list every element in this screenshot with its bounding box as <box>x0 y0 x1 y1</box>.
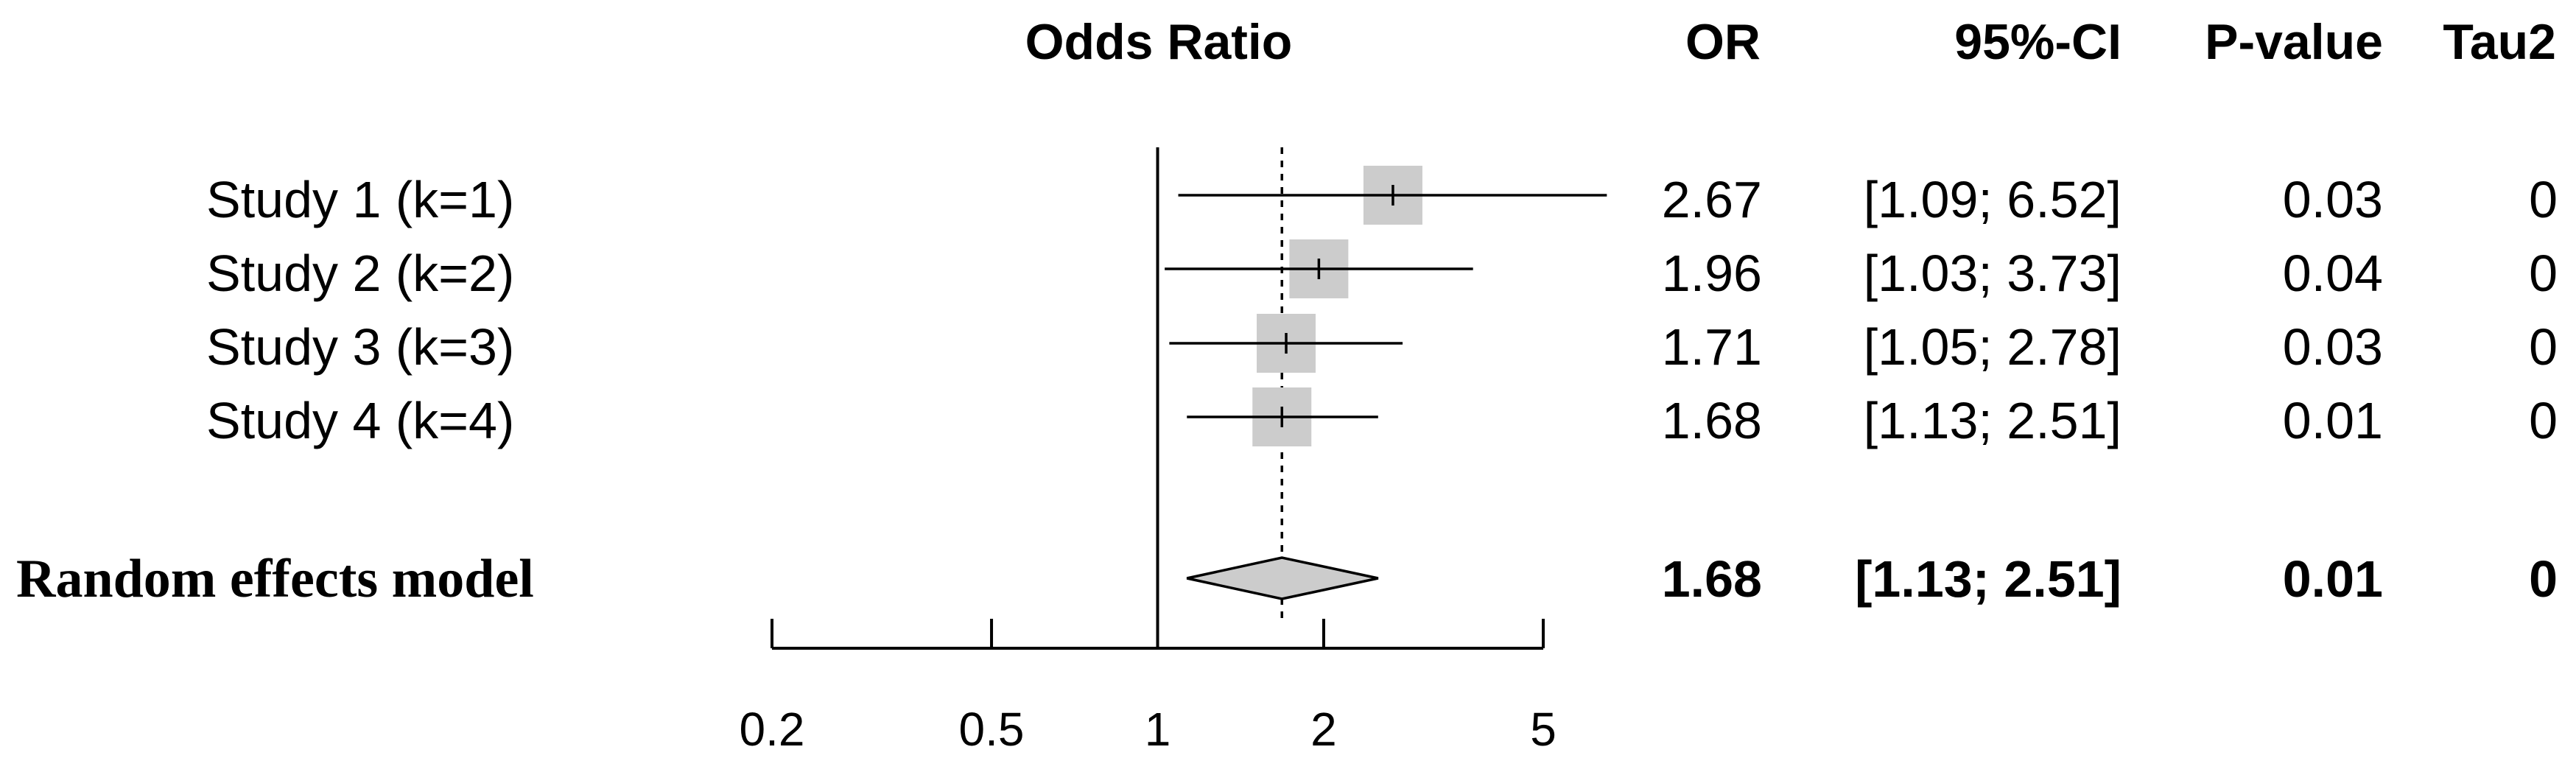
p-value-header: P-value <box>2205 14 2383 70</box>
p-value: 0.01 <box>2283 392 2383 449</box>
x-tick-label: 2 <box>1310 703 1337 756</box>
study-label: Study 4 (k=4) <box>206 392 514 449</box>
or-value: 1.71 <box>1662 318 1762 376</box>
tau2-value: 0 <box>2529 392 2558 449</box>
ci-value: [1.05; 2.78] <box>1864 318 2121 376</box>
tau2-value: 0 <box>2529 245 2558 302</box>
plot-marks <box>771 147 1607 650</box>
p-value: 0.03 <box>2283 318 2383 376</box>
ci-value: [1.03; 3.73] <box>1864 245 2121 302</box>
x-tick-label: 0.2 <box>740 703 805 756</box>
model-tau2-value: 0 <box>2529 550 2558 608</box>
model-label: Random effects model <box>16 549 534 609</box>
tau2-header: Tau2 <box>2443 14 2556 70</box>
ci-value: [1.13; 2.51] <box>1864 392 2121 449</box>
x-tick-label: 0.5 <box>959 703 1025 756</box>
x-tick-label: 1 <box>1145 703 1171 756</box>
study-label: Study 3 (k=3) <box>206 318 514 376</box>
ci-value: [1.09; 6.52] <box>1864 171 2121 228</box>
x-tick-label: 5 <box>1530 703 1557 756</box>
study-label: Study 1 (k=1) <box>206 171 514 228</box>
or-value: 2.67 <box>1662 171 1762 228</box>
tau2-value: 0 <box>2529 318 2558 376</box>
effect-header: Odds Ratio <box>1025 14 1293 70</box>
study-label: Study 2 (k=2) <box>206 245 514 302</box>
p-value: 0.04 <box>2283 245 2383 302</box>
ci-header: 95%-CI <box>1954 14 2121 70</box>
model-or-value: 1.68 <box>1662 550 1762 608</box>
model-p-value: 0.01 <box>2283 550 2383 608</box>
or-header: OR <box>1685 14 1761 70</box>
model-ci-value: [1.13; 2.51] <box>1855 550 2121 608</box>
tau2-value: 0 <box>2529 171 2558 228</box>
p-value: 0.03 <box>2283 171 2383 228</box>
pooled-diamond <box>1186 556 1379 600</box>
or-value: 1.96 <box>1662 245 1762 302</box>
or-value: 1.68 <box>1662 392 1762 449</box>
